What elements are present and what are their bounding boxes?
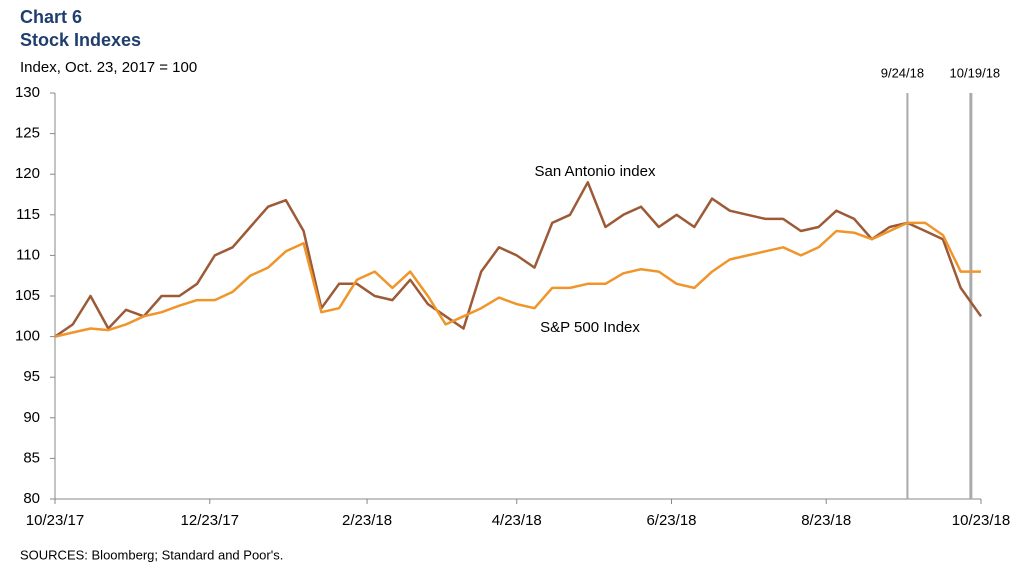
x-tick-label: 8/23/18 [801,512,851,529]
series-line [54,221,981,338]
series-label: S&P 500 Index [540,319,640,336]
y-tick-label: 100 [15,328,40,345]
y-tick-label: 105 [15,287,40,304]
y-tick-label: 90 [23,409,40,426]
y-tick-label: 95 [23,368,40,385]
chart-title: Chart 6 [20,7,82,27]
x-tick-label: 12/23/17 [181,512,239,529]
x-tick-label: 10/23/17 [26,512,84,529]
reference-label: 9/24/18 [881,65,924,80]
x-tick-label: 4/23/18 [492,512,542,529]
reference-label: 10/19/18 [950,65,1001,80]
y-tick-label: 130 [15,84,40,101]
chart-subtitle: Stock Indexes [20,30,141,50]
x-tick-label: 6/23/18 [646,512,696,529]
y-tick-label: 115 [16,206,40,223]
series-label: San Antonio index [535,163,656,180]
y-tick-label: 125 [15,125,40,142]
y-tick-label: 110 [16,246,40,263]
y-tick-label: 85 [23,449,40,466]
y-tick-label: 80 [23,490,40,507]
y-tick-label: 120 [15,165,40,182]
x-tick-label: 2/23/18 [342,512,392,529]
y-axis-label: Index, Oct. 23, 2017 = 100 [20,59,197,76]
source-note: SOURCES: Bloomberg; Standard and Poor's. [20,547,283,562]
series-line [54,181,983,338]
x-tick-label: 10/23/18 [952,512,1010,529]
